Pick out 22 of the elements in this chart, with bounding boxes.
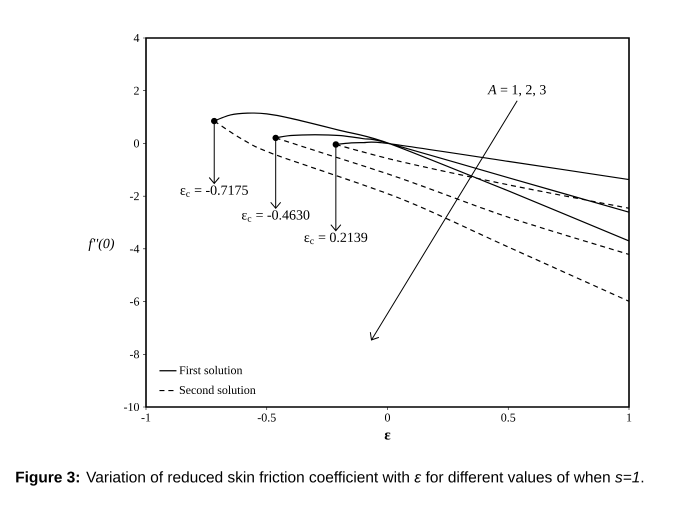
x-tick-label: -0.5 <box>258 414 276 422</box>
x-tick-label: 0 <box>384 414 390 422</box>
x-tick-label: 1 <box>627 414 632 422</box>
annotation: ε$_{c}$ = 0.2139 <box>304 232 368 244</box>
text: Figure 3: Variation of reduced skin friction coefficient with ε for different values of when s=1. <box>16 471 644 486</box>
y-tick-label: 0 <box>134 139 140 148</box>
y-tick-label: -8 <box>130 350 140 358</box>
y-tick-label: -6 <box>130 298 140 306</box>
x-axis-title: ε <box>384 432 390 440</box>
legend-label: First solution <box>179 366 242 374</box>
legend-label: Second solution <box>180 386 256 394</box>
y-tick-label: -2 <box>130 192 139 200</box>
annotation: A = 1, 2, 3 <box>487 85 546 96</box>
x-tick-label: 0.5 <box>501 414 516 422</box>
y-tick-label: 4 <box>134 34 140 42</box>
y-tick-label: -4 <box>130 244 140 253</box>
annotation: ε$_{c}$ = -0.4630 <box>242 210 310 222</box>
x-tick-label: -1 <box>141 414 150 422</box>
y-tick-label: 2 <box>134 86 139 95</box>
annotation: ε$_{c}$ = -0.7175 <box>180 185 248 197</box>
y-tick-label: -10 <box>124 402 140 412</box>
y-axis-title: f''(0) <box>88 238 114 252</box>
